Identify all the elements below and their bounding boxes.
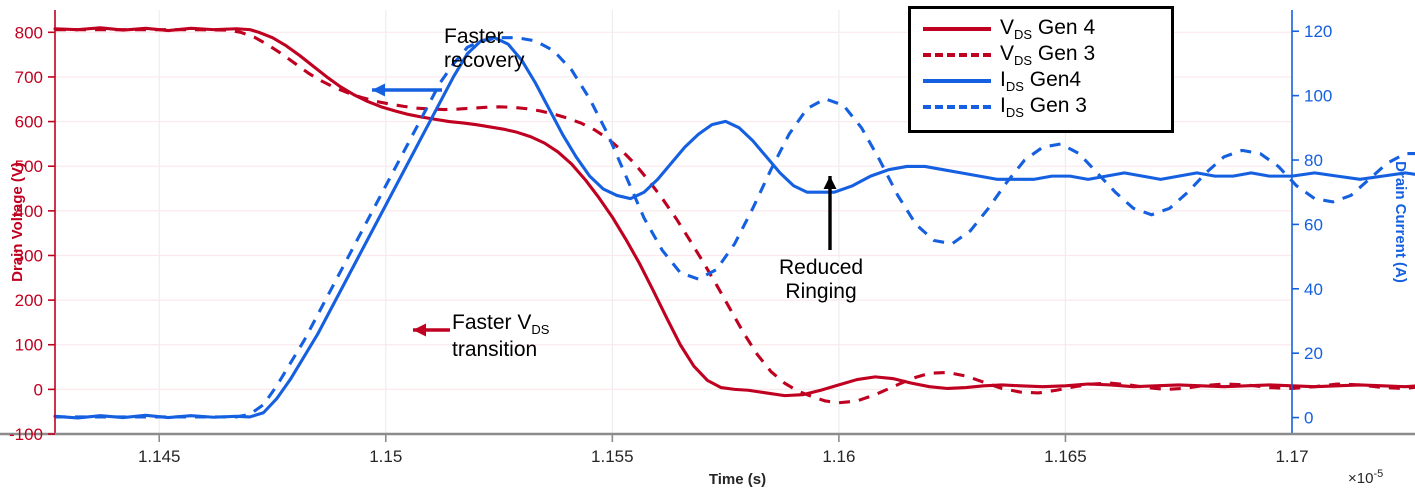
annotation-reduced-ringing: Reduced Ringing (779, 256, 863, 303)
right-axis-tick-label: 40 (1304, 280, 1323, 299)
legend-label: IDS Gen4 (1000, 67, 1082, 95)
legend-item-2: IDS Gen4 (911, 68, 1171, 94)
left-axis-tick-label: 200 (15, 291, 43, 310)
arrow-faster-vds-transition-head (413, 323, 426, 337)
legend-swatch-solid (923, 68, 991, 94)
legend-label: VDS Gen 4 (1000, 15, 1096, 43)
annotation-line: Faster (444, 25, 504, 48)
right-axis-tick-label: 0 (1304, 409, 1313, 428)
chart-legend: VDS Gen 4 VDS Gen 3 IDS Gen4 IDS Gen 3 (908, 6, 1174, 133)
legend-item-3: IDS Gen 3 (911, 94, 1171, 120)
series-path-0 (53, 26, 1415, 398)
annotation-line: Ringing (785, 279, 857, 303)
series-path-1 (55, 28, 1415, 405)
left-axis-title: Drain Voltage (V) (9, 162, 26, 282)
x-axis-tick-label: 1.155 (591, 447, 634, 466)
series-path-2 (53, 36, 1415, 420)
legend-item-0: VDS Gen 4 (911, 16, 1171, 42)
left-axis-tick-label: 700 (15, 68, 43, 87)
left-axis-tick-label: 800 (15, 23, 43, 42)
right-axis-tick-label: 20 (1304, 344, 1323, 363)
exponent-power: -5 (1373, 468, 1384, 480)
x-axis-title: Time (s) (709, 471, 766, 488)
right-axis-tick-label: 120 (1304, 22, 1332, 41)
x-axis-tick-label: 1.17 (1275, 447, 1308, 466)
arrow-reduced-ringing-head (823, 176, 837, 189)
x-axis-exponent: ×10-5 (1348, 468, 1384, 487)
left-axis-tick-label: 100 (15, 336, 43, 355)
legend-swatch-dashed (923, 94, 991, 120)
legend-swatch-solid (923, 16, 991, 42)
left-axis-tick-label: 600 (15, 113, 43, 132)
left-axis-tick-label: 500 (15, 157, 43, 176)
legend-swatch-dashed (923, 42, 991, 68)
x-axis-tick-label: 1.15 (369, 447, 402, 466)
legend-label: VDS Gen 3 (1000, 41, 1096, 69)
left-axis-tick-label: 300 (15, 246, 43, 265)
x-axis-tick-label: 1.16 (822, 447, 855, 466)
x-axis-tick-label: 1.145 (138, 447, 181, 466)
x-axis-tick-label: 1.165 (1044, 447, 1087, 466)
arrow-faster-recovery-head (372, 83, 385, 97)
right-axis-tick-label: 80 (1304, 151, 1323, 170)
annotation-faster-vds-transition: Faster VDS transition (452, 311, 549, 361)
annotation-line: Faster VDS (452, 311, 550, 338)
series-path-3 (55, 36, 1415, 419)
legend-label: IDS Gen 3 (1000, 93, 1087, 121)
annotation-line: Reduced (779, 256, 864, 279)
annotation-faster-recovery: Faster recovery (444, 25, 525, 72)
left-axis-tick-label: -100 (9, 425, 43, 444)
right-axis-tick-label: 60 (1304, 215, 1323, 234)
legend-item-1: VDS Gen 3 (911, 42, 1171, 68)
right-axis-title: Drain Current (A) (1392, 161, 1409, 283)
left-axis-tick-label: 400 (15, 202, 43, 221)
right-axis-tick-label: 100 (1304, 87, 1332, 106)
annotation-line: transition (452, 337, 538, 361)
annotation-line: recovery (444, 48, 525, 72)
left-axis-tick-label: 0 (34, 380, 43, 399)
